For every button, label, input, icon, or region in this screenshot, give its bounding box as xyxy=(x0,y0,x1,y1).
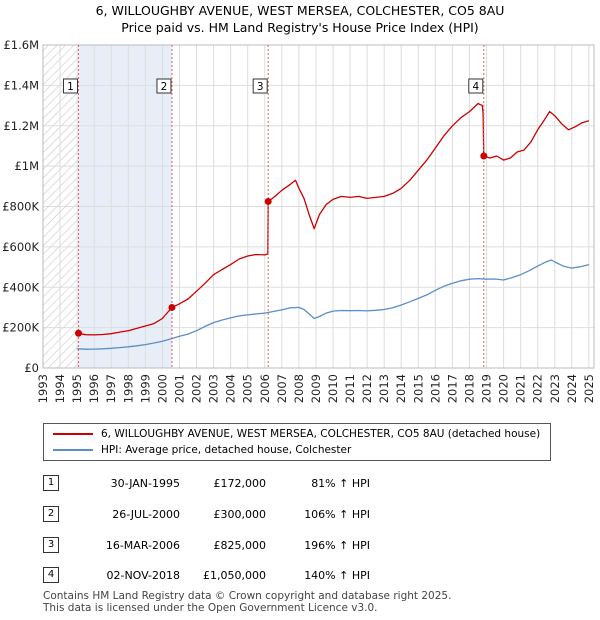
transaction-hpi: 106% ↑ HPI xyxy=(304,508,370,521)
transaction-date: 02-NOV-2018 xyxy=(106,569,180,582)
x-tick-label: 2009 xyxy=(309,374,323,403)
transaction-price: £825,000 xyxy=(213,539,267,552)
y-tick-label: £400K xyxy=(2,280,39,294)
x-tick-label: 2016 xyxy=(428,374,442,403)
x-tick-label: 2007 xyxy=(275,374,289,403)
legend-swatch-property xyxy=(53,433,93,435)
transaction-hpi: 140% ↑ HPI xyxy=(304,569,370,582)
transaction-row: 3 16-MAR-2006 £825,000 196% ↑ HPI xyxy=(0,537,600,555)
y-tick-label: £1.4M xyxy=(3,78,39,92)
sale-marker-label: 4 xyxy=(472,81,479,93)
transaction-row: 2 26-JUL-2000 £300,000 106% ↑ HPI xyxy=(0,506,600,524)
x-tick-label: 2004 xyxy=(224,374,238,403)
transaction-row: 1 30-JAN-1995 £172,000 81% ↑ HPI xyxy=(0,475,600,493)
transaction-date: 26-JUL-2000 xyxy=(112,508,180,521)
x-tick-label: 2025 xyxy=(582,374,596,403)
series-line-hpi xyxy=(77,259,590,350)
transaction-price: £1,050,000 xyxy=(203,569,266,582)
x-tick-label: 1998 xyxy=(121,374,135,403)
x-tick-label: 2000 xyxy=(155,374,169,403)
x-tick-label: 2019 xyxy=(480,374,494,403)
sale-marker-point xyxy=(480,152,488,160)
x-tick-label: 2003 xyxy=(207,374,221,403)
transaction-hpi: 196% ↑ HPI xyxy=(304,539,370,552)
y-tick-label: £1.6M xyxy=(3,38,39,52)
y-tick-label: £200K xyxy=(2,321,39,335)
x-tick-label: 1995 xyxy=(70,374,84,403)
legend-label-property: 6, WILLOUGHBY AVENUE, WEST MERSEA, COLCH… xyxy=(101,428,541,440)
x-tick-label: 1996 xyxy=(87,374,101,403)
x-tick-label: 2013 xyxy=(377,374,391,403)
transaction-date: 16-MAR-2006 xyxy=(105,539,180,552)
x-tick-label: 1997 xyxy=(104,374,118,403)
sale-marker-label: 3 xyxy=(257,81,264,93)
sale-marker-point xyxy=(168,303,176,311)
chart-title: 6, WILLOUGHBY AVENUE, WEST MERSEA, COLCH… xyxy=(95,3,505,18)
x-tick-label: 2010 xyxy=(326,374,340,403)
footer-copyright: Contains HM Land Registry data © Crown c… xyxy=(43,590,452,602)
sale-marker-badge xyxy=(252,78,268,94)
legend-swatch-hpi xyxy=(53,449,93,451)
transaction-row: 4 02-NOV-2018 £1,050,000 140% ↑ HPI xyxy=(0,567,600,585)
transaction-number: 1 xyxy=(43,475,59,491)
y-tick-label: £1.2M xyxy=(3,119,39,133)
x-tick-label: 2001 xyxy=(172,374,186,403)
x-tick-label: 2022 xyxy=(531,374,545,403)
sale-marker-badge xyxy=(156,78,172,94)
sale-marker-badge xyxy=(468,78,484,94)
transaction-price: £300,000 xyxy=(213,508,267,521)
x-tick-label: 2018 xyxy=(462,374,476,403)
x-tick-label: 2017 xyxy=(445,374,459,403)
x-tick-label: 1994 xyxy=(53,374,67,403)
sale-marker-badge xyxy=(62,78,78,94)
chart-subtitle: Price paid vs. HM Land Registry's House … xyxy=(121,20,479,35)
x-tick-label: 2005 xyxy=(241,374,255,403)
transaction-date: 30-JAN-1995 xyxy=(110,477,180,490)
legend-label-hpi: HPI: Average price, detached house, Colc… xyxy=(101,444,352,456)
transaction-number: 2 xyxy=(43,506,59,522)
transaction-number: 4 xyxy=(43,567,59,583)
x-tick-label: 2023 xyxy=(548,374,562,403)
x-tick-label: 2021 xyxy=(514,374,528,403)
x-tick-label: 2008 xyxy=(292,374,306,403)
x-tick-label: 2015 xyxy=(411,374,425,403)
transaction-hpi: 81% ↑ HPI xyxy=(311,477,370,490)
x-tick-label: 2011 xyxy=(343,374,357,403)
sale-marker-label: 2 xyxy=(161,81,168,93)
footer-licence: This data is licensed under the Open Gov… xyxy=(43,602,378,614)
x-tick-label: 2006 xyxy=(258,374,272,403)
y-tick-label: £800K xyxy=(2,200,39,214)
x-tick-label: 2020 xyxy=(497,374,511,403)
sale-marker-point xyxy=(264,197,272,205)
y-tick-label: £600K xyxy=(2,240,39,254)
y-tick-label: £0 xyxy=(24,361,39,375)
plot-frame xyxy=(42,44,595,369)
sale-marker-label: 1 xyxy=(67,81,74,93)
transaction-price: £172,000 xyxy=(213,477,267,490)
x-tick-label: 1993 xyxy=(36,374,50,403)
x-tick-label: 2024 xyxy=(565,374,579,403)
y-tick-label: £1M xyxy=(14,159,39,173)
x-tick-label: 1999 xyxy=(138,374,152,403)
x-tick-label: 2012 xyxy=(360,374,374,403)
price-chart: £0 £200K £400K £600K £800K £1M £1.2M £1.4M £1.6M… xyxy=(2,38,596,403)
legend: 6, WILLOUGHBY AVENUE, WEST MERSEA, COLCH… xyxy=(43,423,551,461)
x-tick-label: 2014 xyxy=(394,374,408,403)
transaction-number: 3 xyxy=(43,537,59,553)
x-tick-label: 2002 xyxy=(190,374,204,403)
sale-marker-point xyxy=(74,329,82,337)
